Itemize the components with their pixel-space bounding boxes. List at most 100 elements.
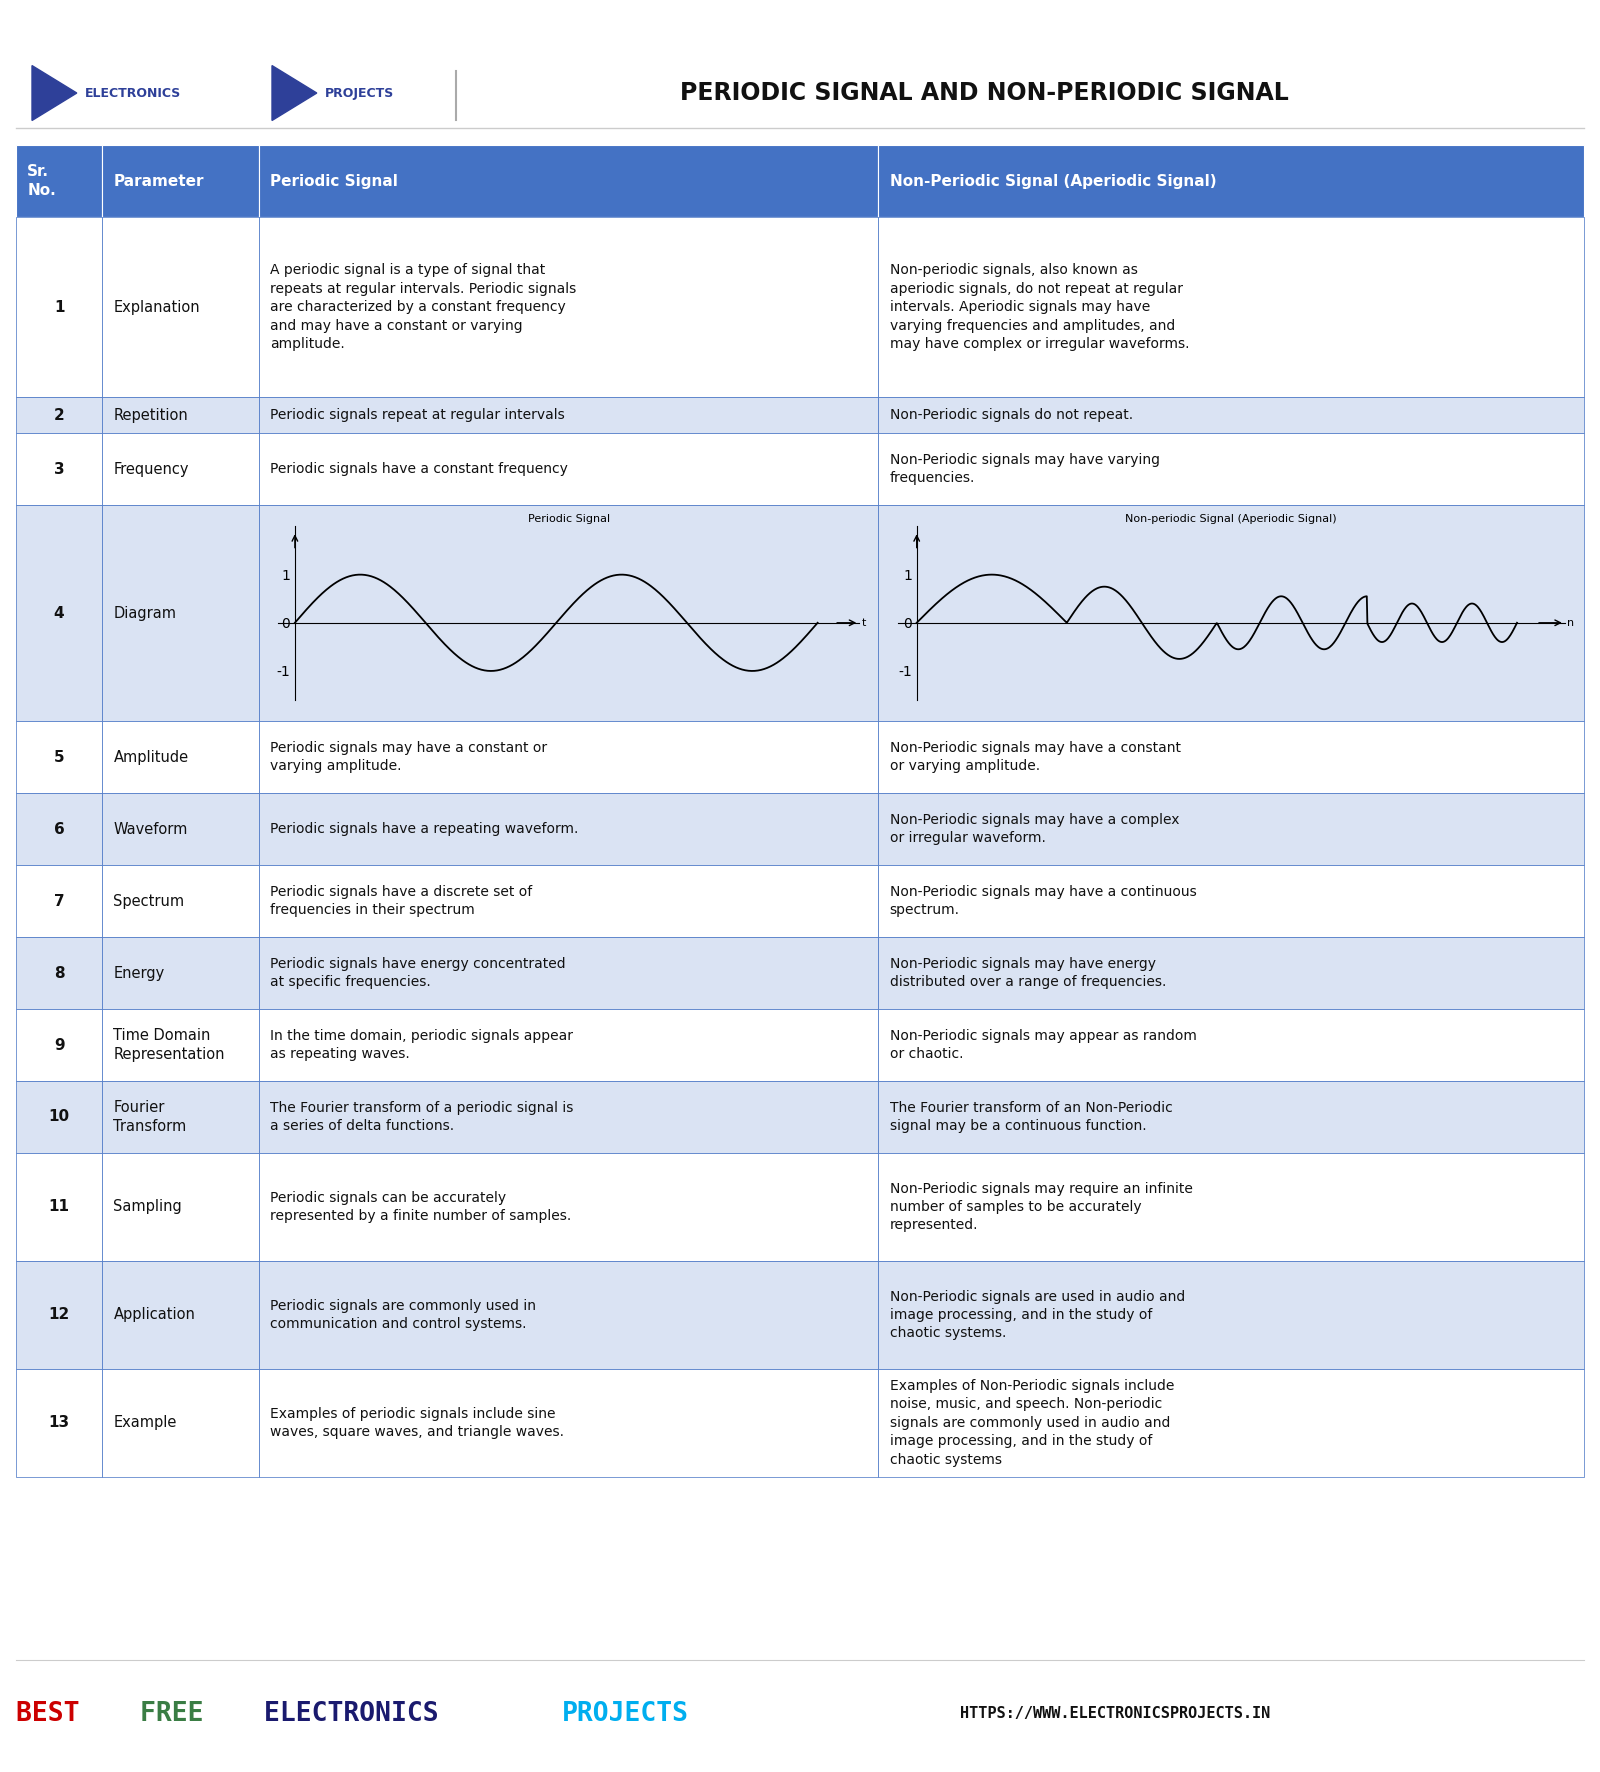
Text: Periodic signals have a repeating waveform.: Periodic signals have a repeating wavefo… bbox=[270, 822, 579, 836]
Text: t: t bbox=[861, 618, 866, 627]
Bar bbox=[102, 721, 259, 794]
Bar bbox=[259, 218, 878, 397]
Text: Examples of periodic signals include sine
waves, square waves, and triangle wave: Examples of periodic signals include sin… bbox=[270, 1407, 565, 1439]
Text: The Fourier transform of a periodic signal is
a series of delta functions.: The Fourier transform of a periodic sign… bbox=[270, 1100, 574, 1132]
Text: The Fourier transform of an Non-Periodic
signal may be a continuous function.: The Fourier transform of an Non-Periodic… bbox=[890, 1100, 1173, 1132]
Text: 10: 10 bbox=[48, 1109, 70, 1125]
Text: 5: 5 bbox=[54, 750, 64, 764]
Bar bbox=[878, 218, 1584, 397]
Bar bbox=[878, 1262, 1584, 1370]
Bar bbox=[102, 937, 259, 1008]
Bar bbox=[16, 1262, 102, 1370]
Text: Examples of Non-Periodic signals include
noise, music, and speech. Non-periodic
: Examples of Non-Periodic signals include… bbox=[890, 1379, 1174, 1467]
Text: 12: 12 bbox=[48, 1308, 70, 1322]
Bar bbox=[102, 1370, 259, 1476]
Text: Periodic signals repeat at regular intervals: Periodic signals repeat at regular inter… bbox=[270, 408, 565, 422]
Text: 6: 6 bbox=[54, 822, 64, 836]
Text: Non-Periodic Signal (Aperiodic Signal): Non-Periodic Signal (Aperiodic Signal) bbox=[890, 174, 1216, 190]
Text: Periodic signals have a discrete set of
frequencies in their spectrum: Periodic signals have a discrete set of … bbox=[270, 884, 533, 918]
Text: Sr.
No.: Sr. No. bbox=[27, 165, 56, 198]
Bar bbox=[16, 937, 102, 1008]
Text: Non-Periodic signals may have a continuous
spectrum.: Non-Periodic signals may have a continuo… bbox=[890, 884, 1197, 918]
Bar bbox=[16, 1370, 102, 1476]
Text: Periodic signals have a constant frequency: Periodic signals have a constant frequen… bbox=[270, 462, 568, 477]
Bar bbox=[259, 432, 878, 505]
Bar bbox=[259, 397, 878, 432]
Bar bbox=[259, 1262, 878, 1370]
Text: Time Domain
Representation: Time Domain Representation bbox=[114, 1028, 226, 1063]
Text: PERIODIC SIGNAL AND NON-PERIODIC SIGNAL: PERIODIC SIGNAL AND NON-PERIODIC SIGNAL bbox=[680, 82, 1288, 105]
Bar bbox=[878, 937, 1584, 1008]
Text: 1: 1 bbox=[54, 299, 64, 315]
Bar bbox=[259, 145, 878, 218]
Text: 2: 2 bbox=[54, 408, 64, 424]
Text: Energy: Energy bbox=[114, 966, 165, 980]
Text: Periodic signals can be accurately
represented by a finite number of samples.: Periodic signals can be accurately repre… bbox=[270, 1191, 571, 1223]
Text: Fourier
Transform: Fourier Transform bbox=[114, 1100, 187, 1134]
Text: Diagram: Diagram bbox=[114, 606, 176, 620]
Bar bbox=[102, 1008, 259, 1081]
Text: Non-Periodic signals may have a constant
or varying amplitude.: Non-Periodic signals may have a constant… bbox=[890, 741, 1181, 773]
Bar bbox=[259, 1081, 878, 1154]
Polygon shape bbox=[32, 66, 77, 120]
Text: Explanation: Explanation bbox=[114, 299, 200, 315]
Bar bbox=[16, 432, 102, 505]
Text: Non-Periodic signals may appear as random
or chaotic.: Non-Periodic signals may appear as rando… bbox=[890, 1030, 1197, 1061]
Text: Non-Periodic signals may have varying
frequencies.: Non-Periodic signals may have varying fr… bbox=[890, 454, 1160, 486]
Text: PROJECTS: PROJECTS bbox=[562, 1701, 688, 1726]
Title: Non-periodic Signal (Aperiodic Signal): Non-periodic Signal (Aperiodic Signal) bbox=[1125, 514, 1338, 525]
Bar bbox=[878, 397, 1584, 432]
Text: 4: 4 bbox=[54, 606, 64, 620]
Bar bbox=[16, 1008, 102, 1081]
Text: A periodic signal is a type of signal that
repeats at regular intervals. Periodi: A periodic signal is a type of signal th… bbox=[270, 264, 576, 351]
Bar bbox=[259, 505, 878, 721]
Text: Spectrum: Spectrum bbox=[114, 893, 184, 909]
Bar bbox=[878, 721, 1584, 794]
Bar bbox=[102, 505, 259, 721]
Bar bbox=[259, 937, 878, 1008]
Text: Periodic signals are commonly used in
communication and control systems.: Periodic signals are commonly used in co… bbox=[270, 1299, 536, 1331]
Polygon shape bbox=[272, 66, 317, 120]
Bar bbox=[878, 1081, 1584, 1154]
Bar bbox=[16, 1154, 102, 1262]
Text: 9: 9 bbox=[54, 1038, 64, 1053]
Text: 13: 13 bbox=[48, 1416, 70, 1430]
Text: Periodic signals may have a constant or
varying amplitude.: Periodic signals may have a constant or … bbox=[270, 741, 547, 773]
Bar bbox=[16, 1081, 102, 1154]
Text: ELECTRONICS: ELECTRONICS bbox=[85, 87, 181, 99]
Bar bbox=[16, 505, 102, 721]
Text: BEST: BEST bbox=[16, 1701, 96, 1726]
Bar bbox=[259, 794, 878, 865]
Bar bbox=[878, 794, 1584, 865]
Bar bbox=[102, 397, 259, 432]
Text: Non-Periodic signals may have a complex
or irregular waveform.: Non-Periodic signals may have a complex … bbox=[890, 813, 1179, 845]
Text: Non-Periodic signals may require an infinite
number of samples to be accurately
: Non-Periodic signals may require an infi… bbox=[890, 1182, 1192, 1232]
Text: Example: Example bbox=[114, 1416, 178, 1430]
Bar bbox=[102, 432, 259, 505]
Bar bbox=[102, 1262, 259, 1370]
Bar bbox=[16, 397, 102, 432]
Bar bbox=[16, 145, 102, 218]
Text: Non-Periodic signals are used in audio and
image processing, and in the study of: Non-Periodic signals are used in audio a… bbox=[890, 1290, 1186, 1340]
Text: Repetition: Repetition bbox=[114, 408, 189, 424]
Bar bbox=[259, 1370, 878, 1476]
Bar bbox=[259, 1154, 878, 1262]
Text: Non-periodic signals, also known as
aperiodic signals, do not repeat at regular
: Non-periodic signals, also known as aper… bbox=[890, 264, 1189, 351]
Text: Non-Periodic signals do not repeat.: Non-Periodic signals do not repeat. bbox=[890, 408, 1133, 422]
Bar bbox=[102, 218, 259, 397]
Bar bbox=[102, 145, 259, 218]
Text: ELECTRONICS: ELECTRONICS bbox=[264, 1701, 454, 1726]
Bar bbox=[259, 1008, 878, 1081]
Text: HTTPS://WWW.ELECTRONICSPROJECTS.IN: HTTPS://WWW.ELECTRONICSPROJECTS.IN bbox=[960, 1706, 1270, 1721]
Bar bbox=[102, 865, 259, 937]
Bar bbox=[16, 218, 102, 397]
Text: 11: 11 bbox=[48, 1200, 70, 1214]
Bar bbox=[102, 1081, 259, 1154]
Bar bbox=[878, 432, 1584, 505]
Bar bbox=[16, 721, 102, 794]
Bar bbox=[878, 1370, 1584, 1476]
Text: Non-Periodic signals may have energy
distributed over a range of frequencies.: Non-Periodic signals may have energy dis… bbox=[890, 957, 1166, 989]
Title: Periodic Signal: Periodic Signal bbox=[528, 514, 610, 525]
Text: Amplitude: Amplitude bbox=[114, 750, 189, 764]
Text: Periodic signals have energy concentrated
at specific frequencies.: Periodic signals have energy concentrate… bbox=[270, 957, 566, 989]
